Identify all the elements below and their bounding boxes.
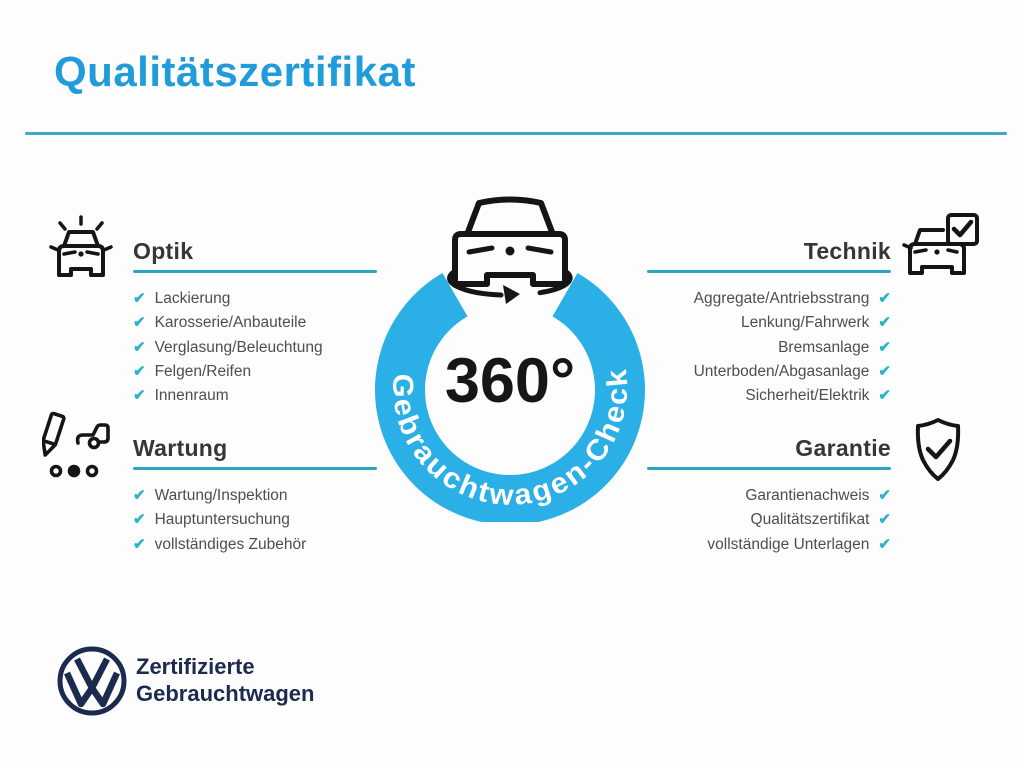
check-icon: ✔ [878, 314, 891, 332]
list-item: ✔ vollständiges Zubehör [133, 533, 377, 557]
list-item: ✔ Felgen/Reifen [133, 360, 377, 384]
check-icon: ✔ [133, 487, 146, 504]
check-icon: ✔ [133, 290, 146, 307]
check-icon: ✔ [878, 511, 891, 529]
list-item: Qualitätszertifikat ✔ [647, 508, 891, 532]
list-item: vollständige Unterlagen ✔ [647, 533, 891, 557]
list-item: Unterboden/Abgasanlage ✔ [647, 360, 891, 384]
section-title-optik: Optik [133, 238, 194, 264]
check-icon: ✔ [878, 387, 891, 405]
section-title-technik: Technik [803, 238, 891, 264]
check-icon: ✔ [133, 362, 146, 380]
check-icon: ✔ [133, 535, 146, 553]
list-item-label: Aggregate/Antriebsstrang [693, 290, 870, 307]
badge-ring [375, 273, 645, 522]
optik-checklist: ✔ Lackierung ✔ Karosserie/Anbauteile ✔ Verg… [133, 287, 377, 408]
shining-car-icon [45, 211, 117, 285]
footer-brand-line2: Gebrauchtwagen [136, 681, 315, 706]
list-item-label: Wartung/Inspektion [154, 487, 288, 504]
list-item: ✔ Verglasung/Beleuchtung [133, 336, 377, 360]
list-item-label: vollständiges Zubehör [154, 535, 307, 553]
check-icon: ✔ [878, 535, 891, 553]
section-wartung: Wartung ✔ Wartung/Inspektion ✔ Hauptunters… [133, 435, 377, 557]
footer-brand-line1: Zertifizierte [136, 654, 255, 679]
check-icon: ✔ [133, 338, 146, 356]
list-item: ✔ Lackierung [133, 287, 377, 311]
list-item-label: Lenkung/Fahrwerk [741, 314, 870, 332]
badge-degrees-text: 360° [445, 346, 575, 416]
list-item-label: Lackierung [154, 290, 231, 307]
list-item: ✔ Wartung/Inspektion [133, 484, 377, 508]
check-icon: ✔ [878, 290, 891, 307]
section-rule-wartung [133, 467, 377, 470]
list-item: Bremsanlage ✔ [647, 336, 891, 360]
garantie-checklist: Garantienachweis ✔ Qualitätszertifikat ✔ v… [647, 484, 891, 557]
list-item: Aggregate/Antriebsstrang ✔ [647, 287, 891, 311]
section-rule-garantie [647, 467, 891, 470]
list-item: ✔ Karosserie/Anbauteile [133, 311, 377, 335]
list-item-label: Felgen/Reifen [154, 362, 252, 380]
360-degree-badge: 360° Gebrauchtwagen-Check [360, 192, 660, 522]
page-title: Qualitätszertifikat [54, 48, 416, 95]
section-garantie: Garantie Garantienachweis ✔ Qualitätszert… [647, 435, 891, 557]
list-item-label: Karosserie/Anbauteile [154, 314, 307, 332]
car-front-rotation-icon [447, 196, 573, 304]
service-pencil-car-icon [42, 410, 114, 482]
check-icon: ✔ [133, 387, 146, 405]
list-item-label: Garantienachweis [745, 487, 870, 504]
check-icon: ✔ [878, 338, 891, 356]
section-rule-optik [133, 270, 377, 273]
wartung-checklist: ✔ Wartung/Inspektion ✔ Hauptuntersuchung ✔… [133, 484, 377, 557]
check-icon: ✔ [878, 487, 891, 504]
header-divider [25, 132, 1007, 135]
list-item-label: Qualitätszertifikat [750, 511, 870, 529]
vw-logo [56, 645, 128, 717]
list-item: Lenkung/Fahrwerk ✔ [647, 311, 891, 335]
check-icon: ✔ [133, 314, 146, 332]
section-optik: Optik ✔ Lackierung ✔ Karosserie/Anbauteile… [133, 238, 377, 408]
list-item-label: Innenraum [154, 387, 229, 405]
check-icon: ✔ [878, 362, 891, 380]
car-checkbox-icon [901, 210, 981, 284]
section-technik: Technik Aggregate/Antriebsstrang ✔ Lenkun… [647, 238, 891, 408]
section-title-wartung: Wartung [133, 435, 228, 461]
list-item: Sicherheit/Elektrik ✔ [647, 384, 891, 408]
footer-brand-text: Zertifizierte Gebrauchtwagen [136, 653, 314, 707]
list-item-label: Unterboden/Abgasanlage [693, 362, 870, 380]
list-item: Garantienachweis ✔ [647, 484, 891, 508]
list-item-label: Verglasung/Beleuchtung [154, 338, 323, 356]
list-item-label: Sicherheit/Elektrik [745, 387, 870, 405]
list-item: ✔ Hauptuntersuchung [133, 508, 377, 532]
list-item: ✔ Innenraum [133, 384, 377, 408]
list-item-label: Bremsanlage [778, 338, 870, 356]
shield-check-icon [906, 416, 970, 488]
list-item-label: Hauptuntersuchung [154, 511, 290, 529]
section-title-garantie: Garantie [795, 435, 891, 461]
section-rule-technik [647, 270, 891, 273]
check-icon: ✔ [133, 511, 146, 529]
list-item-label: vollständige Unterlagen [707, 535, 870, 553]
technik-checklist: Aggregate/Antriebsstrang ✔ Lenkung/Fahrwe… [647, 287, 891, 408]
